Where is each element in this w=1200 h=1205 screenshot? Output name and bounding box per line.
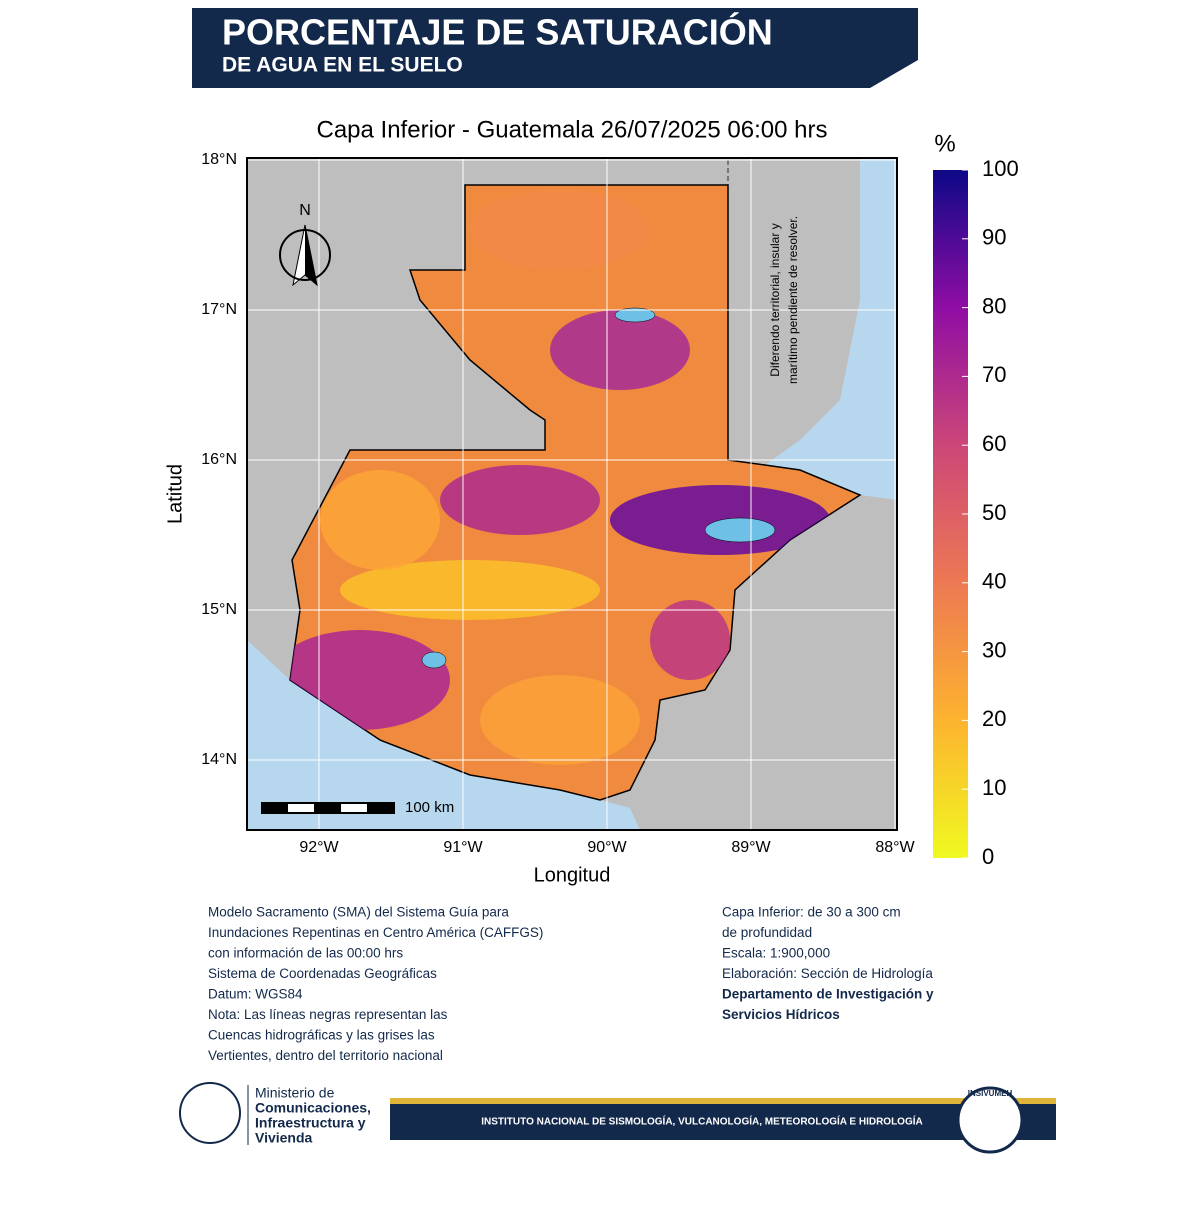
colorbar-tick-label: 60 <box>982 431 1006 456</box>
note-right: Escala: 1:900,000 <box>722 946 830 961</box>
note-left: Modelo Sacramento (SMA) del Sistema Guía… <box>208 905 509 920</box>
lon-tick-label: 91°W <box>443 839 483 856</box>
ministry-name: Ministerio de <box>255 1085 335 1101</box>
map-title: Capa Inferior - Guatemala 26/07/2025 06:… <box>317 116 828 143</box>
lon-tick-label: 89°W <box>731 839 771 856</box>
colorbar-tick-label: 50 <box>982 500 1006 525</box>
note-right: Elaboración: Sección de Hidrología <box>722 966 933 981</box>
lat-tick-label: 16°N <box>201 451 237 468</box>
ministry-name: Comunicaciones, <box>255 1100 371 1116</box>
header-title: PORCENTAJE DE SATURACIÓN <box>222 11 773 53</box>
colorbar-tick-label: 30 <box>982 637 1006 662</box>
lon-tick-label: 88°W <box>875 839 915 856</box>
note-left: con información de las 00:00 hrs <box>208 946 403 961</box>
north-label: N <box>299 202 311 219</box>
note-right: Capa Inferior: de 30 a 300 cm <box>722 905 901 920</box>
y-axis-label: Latitud <box>164 464 186 524</box>
dispute-note: marítimo pendiente de resolver. <box>786 216 800 384</box>
colorbar-tick-label: 0 <box>982 844 994 869</box>
north-circle <box>279 229 331 281</box>
colorbar-tick-label: 100 <box>982 156 1019 181</box>
lat-tick-label: 17°N <box>201 301 237 318</box>
lake-izabal <box>704 517 776 543</box>
lake-atitlan <box>421 651 447 669</box>
lat-tick-label: 18°N <box>201 151 237 168</box>
scale-label: 100 km <box>405 799 454 816</box>
header-banner <box>192 8 918 88</box>
caribbean-sea <box>765 158 897 500</box>
lat-tick-label: 15°N <box>201 601 237 618</box>
colorbar-tick-label: 70 <box>982 362 1006 387</box>
lon-tick-label: 90°W <box>587 839 627 856</box>
colorbar-tick-label: 20 <box>982 706 1006 731</box>
insivumeh-seal <box>956 1086 1024 1154</box>
note-left: Datum: WGS84 <box>208 987 303 1002</box>
saturation-field <box>290 190 830 765</box>
x-axis-label: Longitud <box>534 864 611 886</box>
note-left: Sistema de Coordenadas Geográficas <box>208 966 437 981</box>
ministry-name: Infraestructura y <box>255 1115 366 1131</box>
colorbar-tick-label: 80 <box>982 293 1006 318</box>
note-left: Nota: Las líneas negras representan las <box>208 1007 448 1022</box>
colorbar-tick-label: 90 <box>982 225 1006 250</box>
institute-name: INSTITUTO NACIONAL DE SISMOLOGÍA, VULCAN… <box>481 1115 923 1128</box>
note-right-bold: Servicios Hídricos <box>722 1007 840 1022</box>
header-subtitle: DE AGUA EN EL SUELO <box>222 54 463 77</box>
footer-stripe <box>390 1098 1056 1104</box>
map-frame <box>246 157 898 831</box>
note-right-bold: Departamento de Investigación y <box>722 987 934 1002</box>
colorbar-title: % <box>934 130 955 157</box>
north-arrow-half <box>305 225 317 285</box>
colorbar-tick-label: 40 <box>982 569 1006 594</box>
lake-peten-itza <box>614 307 656 323</box>
lat-tick-label: 14°N <box>201 751 237 768</box>
note-left: Cuencas hidrográficas y las grises las <box>208 1028 435 1043</box>
footer-banner <box>390 1098 1056 1140</box>
ministry-name: Vivienda <box>255 1130 313 1146</box>
colorbar-tick-label: 10 <box>982 775 1006 800</box>
dispute-note: Diferendo territorial, insular y <box>768 223 782 376</box>
seal-label: INSIVUMEH <box>968 1089 1013 1098</box>
lon-tick-label: 92°W <box>299 839 339 856</box>
note-right: de profundidad <box>722 925 812 940</box>
scale-bar <box>261 802 395 814</box>
government-seal <box>179 1082 241 1144</box>
note-left: Vertientes, dentro del territorio nacion… <box>208 1048 443 1063</box>
pacific-ocean <box>247 640 640 830</box>
note-left: Inundaciones Repentinas en Centro Améric… <box>208 925 543 940</box>
